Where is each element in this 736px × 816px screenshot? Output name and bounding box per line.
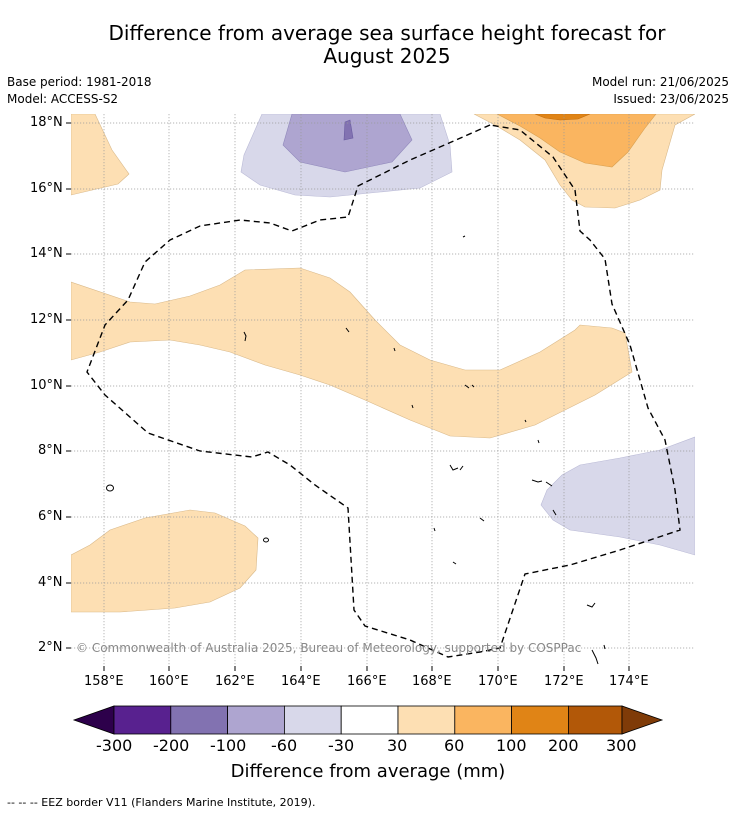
lat-tick-14: 14°N [30,246,63,261]
anomaly-region-nw [71,114,130,196]
anomaly-region-north-core [282,114,413,173]
anomaly-region-ne-peak [534,114,591,121]
eez-footnote: -- -- -- EEZ border V11 (Flanders Marine… [7,796,316,809]
anomaly-region-central-band [71,267,633,439]
chart-title: Difference from average sea surface heig… [0,22,736,68]
colorbar-segment-1 [113,705,172,735]
anomaly-region-ne-core [496,114,657,168]
lon-tick-160: 160°E [149,674,189,689]
base-period-text: Base period: 1981-2018 [7,75,152,89]
colorbar-segment-3 [227,705,285,735]
model-text: Model: ACCESS-S2 [7,92,119,106]
lon-tick-158: 158°E [84,674,124,689]
cbar-label-100: 100 [496,736,527,755]
cbar-label--60: -60 [271,736,298,755]
cbar-label-60: 60 [444,736,465,755]
anomaly-region-east [540,436,695,556]
anomaly-region-sw [71,509,259,613]
colorbar-low-extend [72,705,115,735]
lat-tick-4: 4°N [38,575,63,590]
lat-tick-2: 2°N [38,640,63,655]
lon-tick-170: 170°E [478,674,518,689]
map-plot-area [71,114,695,666]
eez-border [86,124,681,658]
meta-left: Base period: 1981-2018 Model: ACCESS-S2 [7,74,152,108]
islands [106,235,606,665]
lat-tick-18: 18°N [30,115,63,130]
lat-tick-12: 12°N [30,312,63,327]
cbar-label--100: -100 [210,736,247,755]
lon-tick-166: 166°E [347,674,387,689]
lon-tick-174: 174°E [609,674,649,689]
anomaly-region-north-peak [343,119,354,141]
copyright-text: © Commonwealth of Australia 2025, Bureau… [76,641,582,655]
colorbar [72,705,664,735]
colorbar-segment-6 [397,705,456,735]
lon-tick-162: 162°E [215,674,255,689]
axis-ticks [66,122,630,671]
cbar-label-200: 200 [548,736,579,755]
colorbar-segment-2 [170,705,229,735]
lon-tick-172: 172°E [544,674,584,689]
colorbar-segment-5 [340,705,399,735]
issued-text: Issued: 23/06/2025 [613,92,729,106]
cbar-label--300: -300 [96,736,133,755]
title-line-1: Difference from average sea surface heig… [108,21,666,45]
map-grid [71,114,695,666]
colorbar-segment-8 [511,705,569,735]
colorbar-high-extend [621,705,664,735]
colorbar-segment-7 [454,705,512,735]
meta-right: Model run: 21/06/2025 Issued: 23/06/2025 [592,74,729,108]
cbar-label--30: -30 [328,736,355,755]
lon-tick-164: 164°E [281,674,321,689]
lon-tick-168: 168°E [412,674,452,689]
cbar-label-300: 300 [606,736,637,755]
lat-tick-8: 8°N [38,443,63,458]
colorbar-segment-4 [283,705,342,735]
colorbar-segment-9 [568,705,623,735]
lat-tick-10: 10°N [30,378,63,393]
colorbar-title: Difference from average (mm) [230,761,506,782]
cbar-label-30: 30 [387,736,408,755]
title-line-2: August 2025 [323,44,451,68]
model-run-text: Model run: 21/06/2025 [591,75,729,89]
lat-tick-6: 6°N [38,509,63,524]
lat-tick-16: 16°N [30,181,63,196]
cbar-label--200: -200 [153,736,190,755]
